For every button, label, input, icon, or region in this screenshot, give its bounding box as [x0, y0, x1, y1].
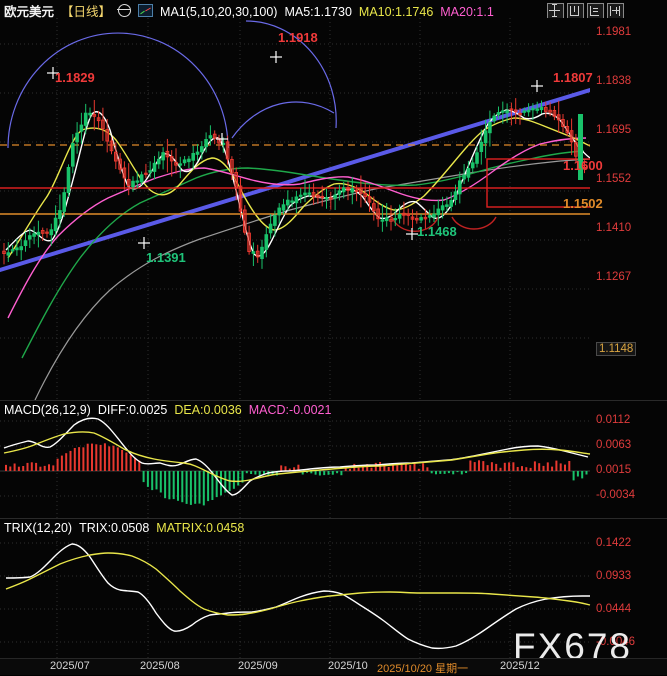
date-tick-0: 2025/07 — [50, 660, 90, 672]
macd-histogram — [5, 443, 588, 506]
ma20-line — [7, 137, 587, 319]
price-tick-4: 1.1410 — [596, 222, 632, 234]
trix-tick-1: 0.0933 — [596, 570, 632, 582]
annotation-1391: 1.1391 — [146, 250, 186, 265]
price-tick-current: 1.1148 — [596, 342, 637, 356]
annotation-1829: 1.1829 — [55, 70, 95, 85]
macd-tick-0: 0.0112 — [596, 414, 631, 426]
date-tick-3: 2025/10 — [328, 660, 368, 672]
annotation-1918: 1.1918 — [278, 30, 318, 45]
matrix-value: MATRIX:0.0458 — [156, 521, 245, 535]
macd-dea-value: DEA:0.0036 — [174, 403, 242, 417]
price-chart-panel[interactable]: 1.1829 1.1918 1.1807 1.1391 1.1468 1.160… — [0, 18, 667, 400]
macd-legend: MACD(26,12,9) DIFF:0.0025 DEA:0.0036 MACD:-… — [4, 403, 338, 417]
symbol-name: 欧元美元 — [4, 5, 55, 19]
annotation-1600: 1.1600 — [563, 158, 603, 173]
trix-tick-3: -0.0046 — [596, 636, 636, 648]
trix-tick-2: 0.0444 — [596, 603, 632, 615]
date-tick-1: 2025/08 — [140, 660, 180, 672]
annotation-1502: 1.1502 — [563, 196, 603, 211]
price-tick-3: 1.1552 — [596, 173, 632, 185]
price-tick-5: 1.1267 — [596, 271, 632, 283]
matrix-line — [5, 552, 591, 616]
arc-left — [7, 32, 229, 149]
date-tick-selected: 2025/10/20 星期一 — [377, 663, 469, 675]
price-plot[interactable] — [0, 18, 667, 400]
panel-divider-1 — [0, 400, 667, 401]
arc-right — [231, 101, 335, 139]
macd-tick-1: 0.0063 — [596, 439, 632, 451]
date-axis: 2025/07 2025/08 2025/09 2025/10 2025/10/… — [0, 658, 667, 675]
macd-tick-3: -0.0034 — [596, 489, 636, 501]
panel-divider-2 — [0, 518, 667, 519]
ma-formula-label: MA1(5,10,20,30,100) — [160, 5, 278, 19]
macd-title: MACD(26,12,9) — [4, 403, 91, 417]
trix-panel[interactable]: TRIX(12,20) TRIX:0.0508 MATRIX:0.0458 0.14… — [0, 519, 667, 667]
date-tick-4: 2025/12 — [500, 660, 540, 672]
ma10-value: MA10:1.1746 — [358, 5, 434, 19]
period-label: 【日线】 — [61, 5, 112, 19]
annotation-1807: 1.1807 — [553, 70, 593, 85]
macd-diff-value: DIFF:0.0025 — [97, 403, 168, 417]
macd-macd-value: MACD:-0.0021 — [248, 403, 332, 417]
price-tick-1: 1.1838 — [596, 75, 632, 87]
price-tick-0: 1.1981 — [596, 26, 632, 38]
circle-plus-icon[interactable] — [117, 4, 132, 17]
annotation-1468: 1.1468 — [417, 224, 457, 239]
candlestick-series[interactable] — [2, 98, 587, 269]
trix-tick-0: 0.1422 — [596, 537, 632, 549]
pivot-markers — [47, 51, 543, 249]
price-tick-2: 1.1695 — [596, 124, 632, 136]
macd-tick-2: 0.0015 — [596, 464, 632, 476]
trix-grid — [0, 533, 590, 658]
macd-panel[interactable]: MACD(26,12,9) DIFF:0.0025 DEA:0.0036 MACD:-… — [0, 401, 667, 518]
price-legend: 欧元美元 【日线】 MA1(5,10,20,30,100) MA5:1.1730 MA1… — [4, 4, 501, 19]
trix-value: TRIX:0.0508 — [79, 521, 150, 535]
macd-dea-line — [3, 431, 591, 483]
consolidation-box — [486, 158, 590, 208]
date-tick-2: 2025/09 — [238, 660, 278, 672]
double-bottom-arc-right — [451, 216, 497, 230]
arc-right2 — [245, 20, 337, 129]
trix-legend: TRIX(12,20) TRIX:0.0508 MATRIX:0.0458 — [4, 521, 251, 535]
trix-plot[interactable] — [0, 519, 667, 658]
ma30-line — [21, 150, 585, 359]
ma20-value: MA20:1.1 — [440, 5, 494, 19]
macd-plot[interactable] — [0, 401, 667, 518]
mini-chart-icon[interactable] — [138, 4, 154, 17]
trix-title: TRIX(12,20) — [4, 521, 73, 535]
ma5-value: MA5:1.1730 — [284, 5, 352, 19]
